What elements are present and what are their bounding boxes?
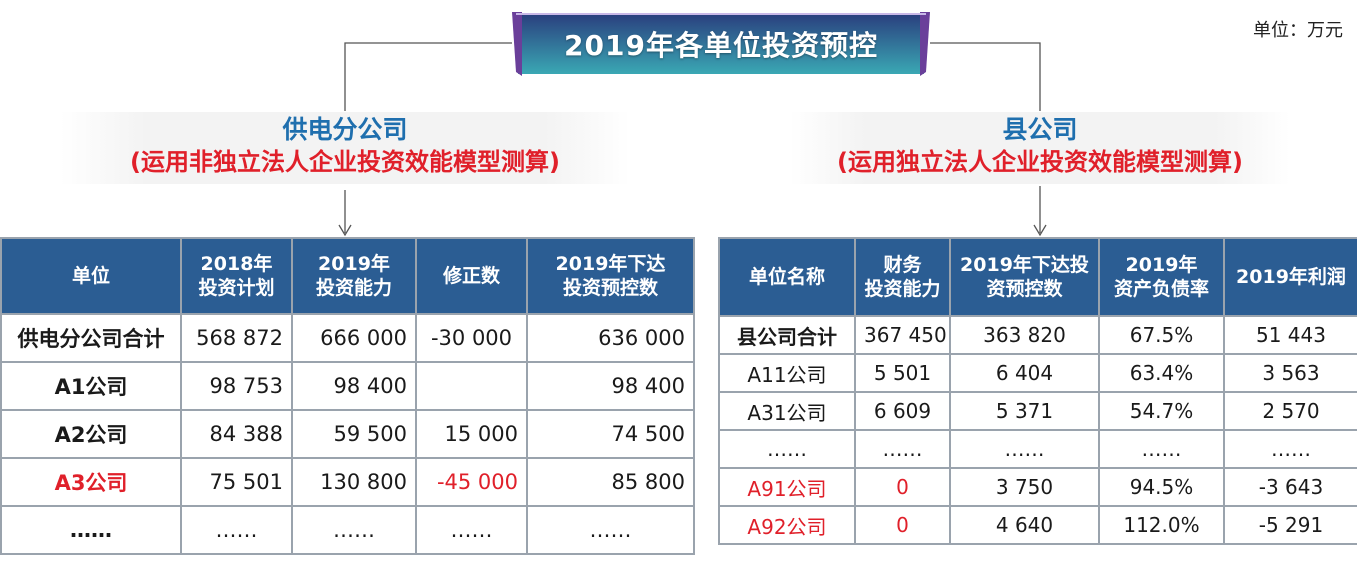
table-cell: 63.4%: [1098, 353, 1225, 393]
table-cell: 2 570: [1223, 391, 1357, 431]
table-cell: 94.5%: [1098, 467, 1225, 507]
header-cell: 2019年 资产负债率: [1098, 237, 1225, 317]
table-cell: ……: [1098, 429, 1225, 469]
table-cell: 84 388: [180, 409, 293, 459]
table-cell: 98 400: [291, 361, 417, 411]
left-table: 单位 2018年 投资计划 2019年 投资能力 修正数 2019年下达 投资预…: [0, 237, 695, 555]
table-row: …… …… …… …… ……: [718, 429, 1357, 469]
header-cell: 单位名称: [718, 237, 856, 317]
table-cell: ……: [291, 505, 417, 555]
title-banner: 2019年各单位投资预控: [512, 10, 930, 78]
table-cell: ……: [854, 429, 951, 469]
table-cell: 75 501: [180, 457, 293, 507]
table-cell: A92公司: [718, 505, 856, 545]
table-cell: -5 291: [1223, 505, 1357, 545]
table-cell: [415, 361, 528, 411]
table-cell: ……: [1223, 429, 1357, 469]
table-cell: 636 000: [526, 313, 695, 363]
table-header-row: 单位 2018年 投资计划 2019年 投资能力 修正数 2019年下达 投资预…: [0, 237, 695, 315]
table-cell: 3 563: [1223, 353, 1357, 393]
table-cell: 3 750: [949, 467, 1100, 507]
table-cell: 54.7%: [1098, 391, 1225, 431]
header-cell: 修正数: [415, 237, 528, 315]
left-section-heading: 供电分公司 (运用非独立法人企业投资效能模型测算): [60, 112, 630, 184]
table-cell: 363 820: [949, 315, 1100, 355]
table-row: A3公司 75 501 130 800 -45 000 85 800: [0, 457, 695, 507]
table-cell: A3公司: [0, 457, 182, 507]
header-cell: 2019年利润: [1223, 237, 1357, 317]
table-cell: A1公司: [0, 361, 182, 411]
table-cell: 98 753: [180, 361, 293, 411]
table-cell: 85 800: [526, 457, 695, 507]
table-cell: 666 000: [291, 313, 417, 363]
table-cell: ……: [949, 429, 1100, 469]
table-cell: 5 371: [949, 391, 1100, 431]
unit-note: 单位：万元: [1253, 20, 1343, 41]
table-cell: A31公司: [718, 391, 856, 431]
header-cell: 2018年 投资计划: [180, 237, 293, 315]
table-row: A92公司 0 4 640 112.0% -5 291: [718, 505, 1357, 545]
table-row: A1公司 98 753 98 400 98 400: [0, 361, 695, 411]
table-cell: A91公司: [718, 467, 856, 507]
table-cell: 98 400: [526, 361, 695, 411]
table-cell: 0: [854, 505, 951, 545]
header-cell: 2019年下达 投资预控数: [526, 237, 695, 315]
table-cell: -3 643: [1223, 467, 1357, 507]
table-cell: 供电分公司合计: [0, 313, 182, 363]
table-cell: A11公司: [718, 353, 856, 393]
table-row: A11公司 5 501 6 404 63.4% 3 563: [718, 353, 1357, 393]
banner-ribbon-icon: [512, 12, 930, 76]
table-cell: ……: [0, 505, 182, 555]
left-section-name: 供电分公司: [282, 115, 408, 144]
table-cell: 59 500: [291, 409, 417, 459]
table-cell: 6 404: [949, 353, 1100, 393]
header-cell: 财务 投资能力: [854, 237, 951, 317]
table-cell: -30 000: [415, 313, 528, 363]
table-cell: ……: [718, 429, 856, 469]
table-cell: 67.5%: [1098, 315, 1225, 355]
header-cell: 2019年下达投 资预控数: [949, 237, 1100, 317]
right-section-heading: 县公司 (运用独立法人企业投资效能模型测算): [790, 112, 1290, 184]
table-row: A31公司 6 609 5 371 54.7% 2 570: [718, 391, 1357, 431]
table-row: 供电分公司合计 568 872 666 000 -30 000 636 000: [0, 313, 695, 363]
header-cell: 单位: [0, 237, 182, 315]
table-cell: 0: [854, 467, 951, 507]
table-row: A2公司 84 388 59 500 15 000 74 500: [0, 409, 695, 459]
table-cell: 130 800: [291, 457, 417, 507]
table-row: A91公司 0 3 750 94.5% -3 643: [718, 467, 1357, 507]
table-cell: ……: [415, 505, 528, 555]
table-cell: 15 000: [415, 409, 528, 459]
table-cell: ……: [180, 505, 293, 555]
table-cell: 5 501: [854, 353, 951, 393]
table-cell: 51 443: [1223, 315, 1357, 355]
left-section-method: (运用非独立法人企业投资效能模型测算): [130, 148, 560, 176]
table-cell: 4 640: [949, 505, 1100, 545]
table-row: 县公司合计 367 450 363 820 67.5% 51 443: [718, 315, 1357, 355]
right-section-method: (运用独立法人企业投资效能模型测算): [837, 148, 1243, 176]
table-cell: -45 000: [415, 457, 528, 507]
table-cell: 112.0%: [1098, 505, 1225, 545]
table-cell: 县公司合计: [718, 315, 856, 355]
page-title: 2019年各单位投资预控: [564, 29, 878, 62]
table-cell: ……: [526, 505, 695, 555]
table-row: …… …… …… …… ……: [0, 505, 695, 555]
right-section-name: 县公司: [1002, 115, 1078, 144]
table-cell: 6 609: [854, 391, 951, 431]
right-table: 单位名称 财务 投资能力 2019年下达投 资预控数 2019年 资产负债率 2…: [718, 237, 1357, 545]
table-cell: 367 450: [854, 315, 951, 355]
table-cell: A2公司: [0, 409, 182, 459]
header-cell: 2019年 投资能力: [291, 237, 417, 315]
table-header-row: 单位名称 财务 投资能力 2019年下达投 资预控数 2019年 资产负债率 2…: [718, 237, 1357, 317]
table-cell: 568 872: [180, 313, 293, 363]
table-cell: 74 500: [526, 409, 695, 459]
